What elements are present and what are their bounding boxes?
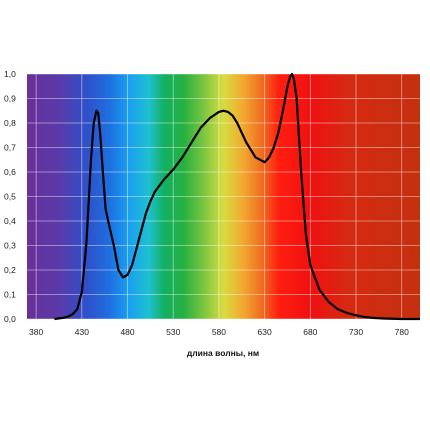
- y-tick-label: 0,8: [4, 118, 16, 128]
- y-tick-label: 1,0: [4, 69, 16, 79]
- series-line: [54, 72, 420, 321]
- x-axis-ticks: 380 430 480 530 580 630 680 730 780: [29, 327, 409, 337]
- y-tick-label: 0,9: [4, 94, 16, 104]
- x-axis-label: длина волны, нм: [187, 348, 259, 358]
- y-axis-ticks: 0,0 0,1 0,2 0,3 0,4 0,5 0,6 0,7 0,8 0,9 1,0: [4, 69, 16, 324]
- x-tick-label: 480: [120, 327, 134, 337]
- x-tick-label: 680: [303, 327, 317, 337]
- y-tick-label: 0,1: [4, 290, 16, 300]
- x-tick-label: 430: [75, 327, 89, 337]
- y-tick-label: 0,7: [4, 143, 16, 153]
- x-tick-label: 380: [29, 327, 43, 337]
- y-tick-label: 0,0: [4, 314, 16, 324]
- y-tick-label: 0,3: [4, 241, 16, 251]
- x-tick-label: 780: [395, 327, 409, 337]
- y-tick-label: 0,5: [4, 192, 16, 202]
- y-tick-label: 0,4: [4, 216, 16, 226]
- x-tick-label: 630: [258, 327, 272, 337]
- y-tick-label: 0,6: [4, 167, 16, 177]
- x-tick-label: 730: [349, 327, 363, 337]
- x-tick-label: 530: [166, 327, 180, 337]
- x-tick-label: 580: [212, 327, 226, 337]
- y-tick-label: 0,2: [4, 265, 16, 275]
